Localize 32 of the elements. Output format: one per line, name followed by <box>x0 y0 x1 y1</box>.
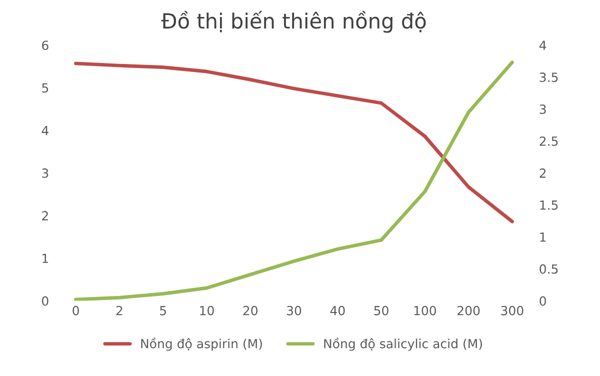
line-series <box>74 60 514 301</box>
x-tick-label: 2 <box>116 306 122 316</box>
y-tick-label: 3 <box>42 168 48 178</box>
y2-tick-label: 4 <box>539 40 546 50</box>
x-tick-label: 300 <box>501 306 524 316</box>
y-tick-label: 5 <box>42 83 48 93</box>
y2-tick-label: 1.5 <box>540 200 558 210</box>
line-series <box>74 62 514 224</box>
y2-tick-label: 0 <box>540 296 546 306</box>
y2-tick-label: 0.5 <box>540 264 558 274</box>
y2-tick-label: 1 <box>540 232 546 242</box>
y2-tick-label: 2 <box>540 168 546 178</box>
y-tick-label: 6 <box>42 40 48 50</box>
y2-tick-label: 3 <box>540 104 546 114</box>
y-tick-label: 2 <box>42 211 48 220</box>
chart-title: Đồ thị biến thiên nồng độ <box>161 10 426 33</box>
y2-tick-label: 2.5 <box>540 136 558 146</box>
x-tick-label: 30 <box>287 306 302 316</box>
x-tick-label: 200 <box>458 306 480 316</box>
x-tick-label: 20 <box>243 306 258 316</box>
y-tick-label: 1 <box>42 254 48 263</box>
x-tick-label: 40 <box>330 306 345 316</box>
y-tick-label: 0 <box>42 296 48 306</box>
x-tick-label: 10 <box>200 306 214 316</box>
legend-label: Nồng độ salicylic acid (M) <box>324 338 482 351</box>
legend-label: Nồng độ aspirin (M) <box>141 338 262 351</box>
x-tick-label: 5 <box>160 306 166 316</box>
x-tick-label: 0 <box>72 306 79 316</box>
y-tick-label: 4 <box>42 126 48 136</box>
x-tick-label: 50 <box>374 306 388 316</box>
y2-tick-label: 3.5 <box>540 72 558 82</box>
x-tick-label: 100 <box>414 306 436 316</box>
